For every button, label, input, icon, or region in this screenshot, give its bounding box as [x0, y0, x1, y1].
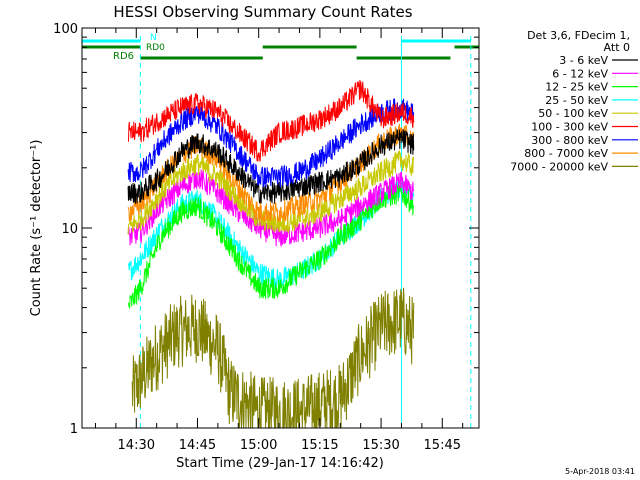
legend-label: 800 - 7000 keV [524, 147, 608, 160]
series-line-7000-20000-kev [131, 287, 415, 429]
flag-label-rd6: RD6 [113, 51, 134, 62]
flag-label-rd0: RD0 [146, 43, 165, 53]
legend-header-line-2: Att 0 [604, 41, 630, 54]
y-tick-label: 100 [53, 22, 78, 37]
series-line-300-800-kev [127, 98, 415, 188]
footer-date: 5-Apr-2018 03:41 [565, 467, 635, 476]
x-tick-label: 14:45 [179, 438, 216, 453]
series-line-100-300-kev [127, 79, 415, 162]
legend-label: 25 - 50 keV [545, 94, 608, 107]
series-line-3-6-kev [127, 128, 415, 204]
y-axis-label: Count Rate (s⁻¹ detector⁻¹) [29, 140, 44, 317]
x-tick-label: 15:45 [424, 438, 461, 453]
legend-label: 100 - 300 keV [531, 121, 608, 134]
legend-header-line-1: Det 3,6, FDecim 1, [527, 29, 630, 42]
x-tick-label: 15:00 [240, 438, 277, 453]
x-axis-label: Start Time (29-Jan-17 14:16:42) [176, 456, 384, 471]
y-tick-label: 10 [61, 222, 78, 237]
x-tick-label: 14:30 [118, 438, 155, 453]
legend-label: 7000 - 20000 keV [510, 160, 608, 173]
series-line-50-100-kev [127, 150, 415, 235]
chart-title: HESSI Observing Summary Count Rates [113, 3, 412, 21]
x-tick-label: 15:15 [301, 438, 338, 453]
flag-label-n: N [150, 33, 157, 43]
axes: 1 10 100 14:30 14:45 15:00 15:15 15:30 15:45 [53, 22, 479, 453]
legend-label: 300 - 800 keV [531, 134, 608, 147]
legend-label: 6 - 12 keV [552, 67, 608, 80]
series-line-12-25-kev [127, 182, 415, 309]
legend-label: 3 - 6 keV [559, 54, 608, 67]
y-tick-label: 1 [70, 422, 78, 437]
legend-label: 12 - 25 keV [545, 81, 608, 94]
x-tick-label: 15:30 [362, 438, 399, 453]
legend-label: 50 - 100 keV [538, 107, 608, 120]
